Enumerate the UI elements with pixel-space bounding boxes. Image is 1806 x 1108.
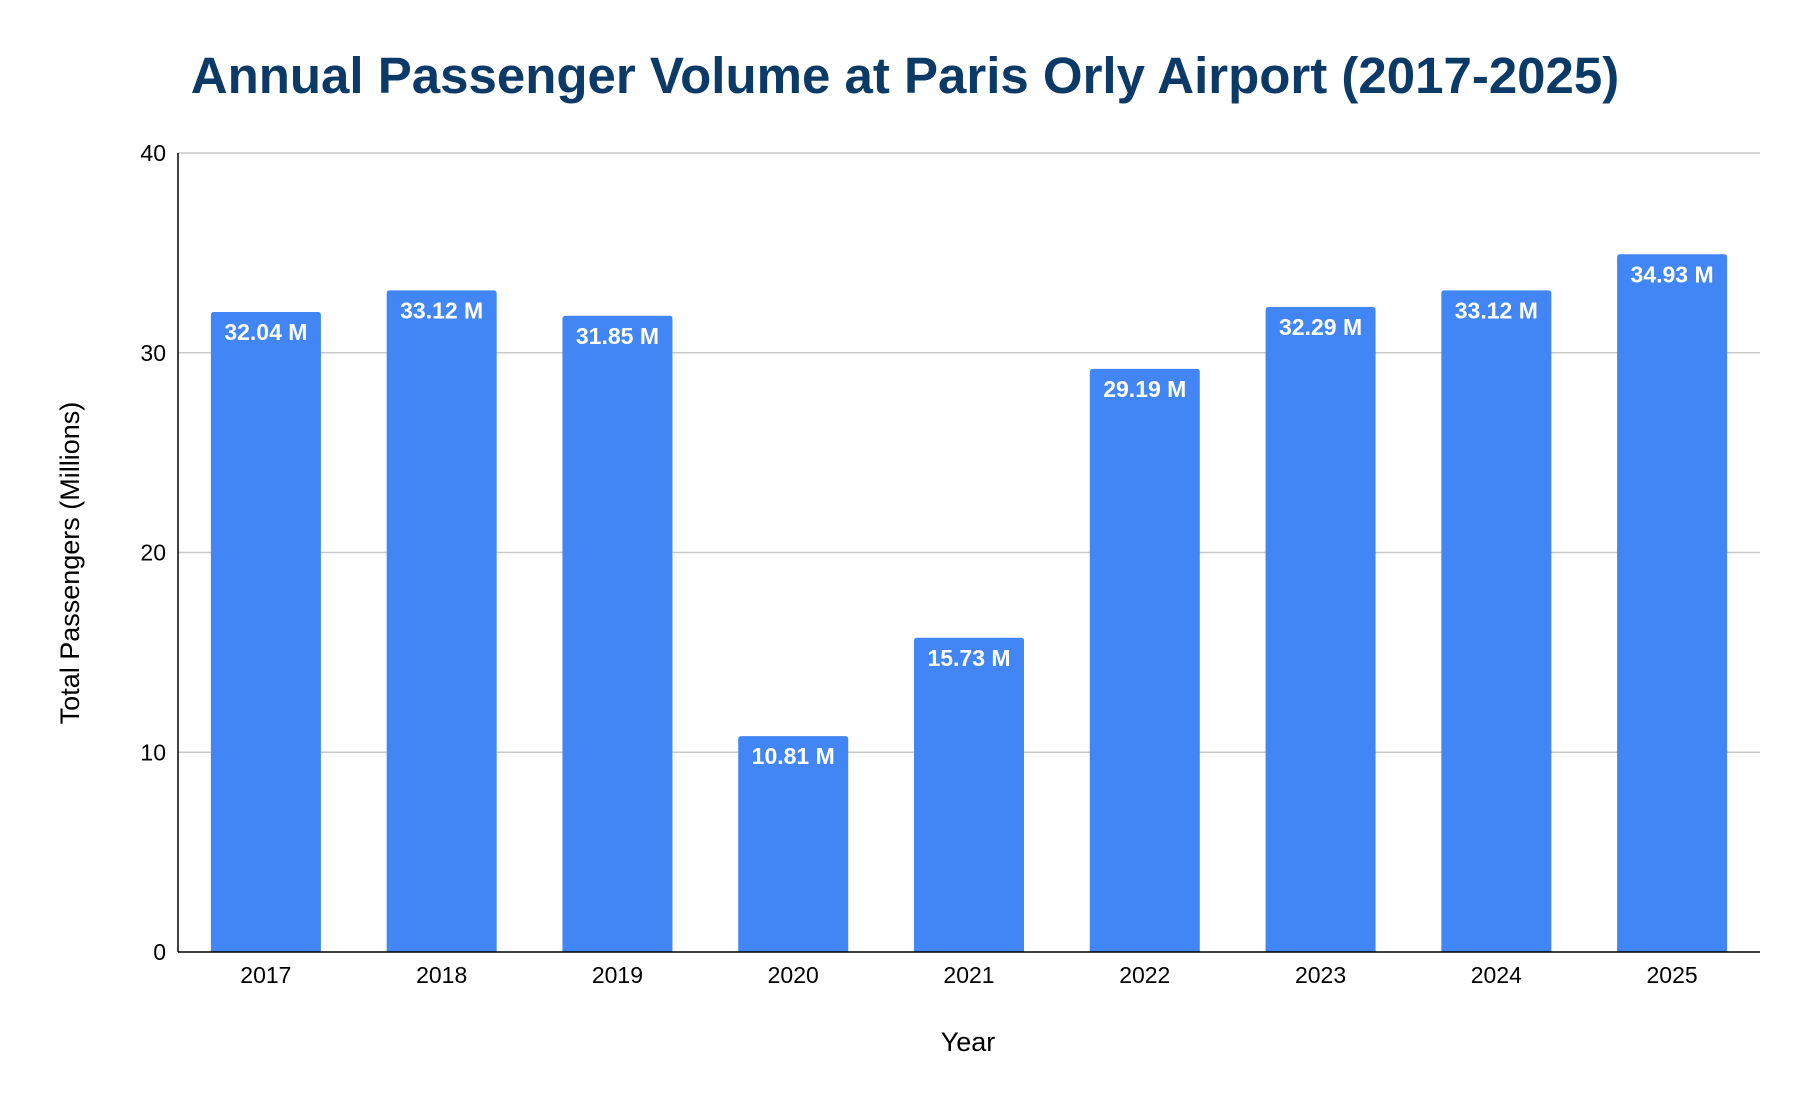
bar-2024 — [1441, 290, 1552, 953]
y-axis-title: Total Passengers (Millions) — [55, 402, 85, 725]
data-label-2019: 31.85 M — [576, 323, 659, 349]
bar-2023 — [1265, 307, 1376, 952]
data-label-2023: 32.29 M — [1279, 314, 1362, 340]
x-tick-labels: 2017 2018 2019 2020 2021 2022 2023 2024 2025 — [240, 962, 1697, 988]
x-tick-label-2022: 2022 — [1119, 962, 1170, 988]
data-label-2017: 32.04 M — [224, 319, 307, 345]
y-tick-label: 20 — [140, 540, 166, 566]
bar-2022 — [1089, 368, 1200, 952]
x-axis-title: Year — [941, 1027, 996, 1057]
y-tick-label: 0 — [153, 939, 166, 965]
bar-2019 — [562, 315, 673, 952]
x-tick-label-2019: 2019 — [592, 962, 643, 988]
data-label-2025: 34.93 M — [1631, 261, 1714, 287]
axes — [177, 153, 1760, 953]
data-labels: 32.04 M 33.12 M 31.85 M 10.81 M 15.73 M 29.19… — [224, 261, 1713, 769]
y-tick-label: 40 — [140, 140, 166, 166]
y-tick-labels: 0 10 20 30 40 — [140, 140, 166, 965]
data-label-2020: 10.81 M — [752, 743, 835, 769]
y-tick-label: 30 — [140, 340, 166, 366]
bar-2025 — [1617, 254, 1728, 952]
bar-2021 — [914, 637, 1024, 952]
data-label-2024: 33.12 M — [1455, 297, 1538, 323]
chart-title: Annual Passenger Volume at Paris Orly Ai… — [191, 47, 1620, 104]
y-tick-label: 10 — [140, 739, 166, 765]
bar-2017 — [210, 312, 321, 953]
x-tick-label-2018: 2018 — [416, 962, 467, 988]
data-label-2021: 15.73 M — [927, 645, 1010, 671]
x-tick-label-2017: 2017 — [240, 962, 291, 988]
x-tick-label-2024: 2024 — [1471, 962, 1522, 988]
data-label-2022: 29.19 M — [1103, 376, 1186, 402]
x-tick-label-2021: 2021 — [943, 962, 994, 988]
bar-2018 — [386, 290, 497, 953]
x-tick-label-2023: 2023 — [1295, 962, 1346, 988]
bar-2020 — [738, 736, 849, 952]
data-label-2018: 33.12 M — [400, 297, 483, 323]
bars — [210, 254, 1728, 953]
x-tick-label-2025: 2025 — [1647, 962, 1698, 988]
x-tick-label-2020: 2020 — [768, 962, 819, 988]
